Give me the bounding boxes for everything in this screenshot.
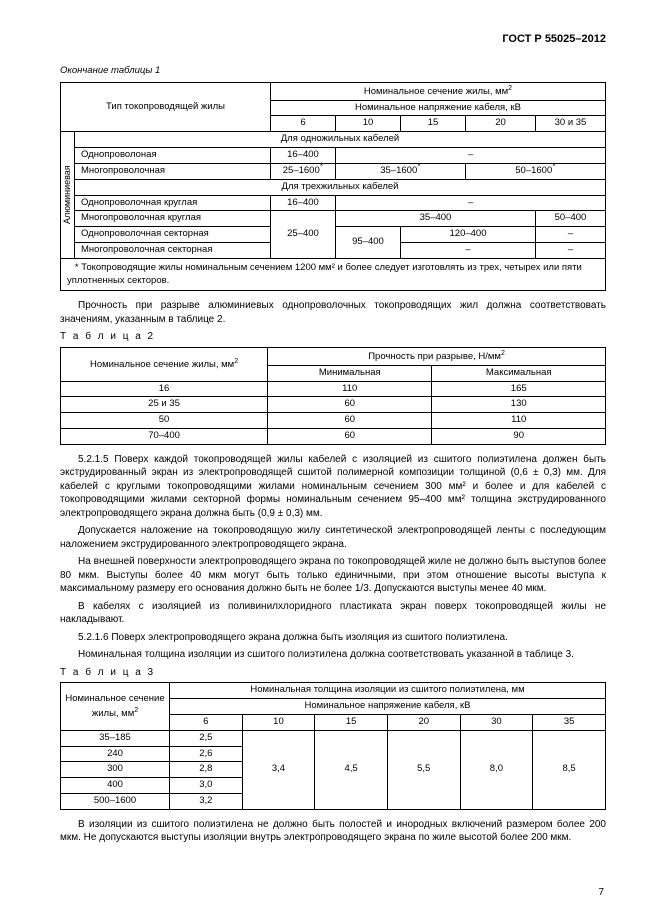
document-header: ГОСТ Р 55025–2012	[60, 32, 606, 47]
t1-material-label: Алюминиевая	[61, 132, 75, 259]
paragraph-5216a: 5.2.1.6 Поверх электропроводящего экрана…	[60, 631, 606, 645]
t3-v10: 10	[242, 715, 315, 731]
t1-r2-c20: 50–1600*	[466, 163, 606, 179]
t1-r4-c10: 35–400	[336, 211, 536, 227]
t2-r1-max: 130	[432, 397, 606, 413]
t2-r0-min: 110	[268, 381, 432, 397]
t1-r5-label: Однопроволочная секторная	[75, 227, 271, 243]
paragraph-5215a: 5.2.1.5 Поверх каждой токопроводящей жил…	[60, 453, 606, 521]
table-1: Тип токопроводящей жилы Номинальное сече…	[60, 82, 606, 292]
t1-r1-c6: 16–400	[271, 148, 336, 164]
t2-r2-max: 110	[432, 413, 606, 429]
table3-label: Т а б л и ц а 3	[60, 666, 606, 680]
t2-r1-min: 60	[268, 397, 432, 413]
t1-col1-header: Тип токопроводящей жилы	[61, 82, 271, 132]
t1-volt-30: 30 и 35	[536, 116, 606, 132]
t1-sub-header: Номинальное напряжение кабеля, кВ	[271, 100, 606, 116]
t1-r3-c6: 16–400	[271, 195, 336, 211]
t1-r4-c30: 50–400	[536, 211, 606, 227]
t3-r4-c6: 3,2	[170, 794, 243, 810]
t3-r1-s: 240	[61, 746, 170, 762]
t1-volt-10: 10	[336, 116, 401, 132]
t1-r6-c20: –	[401, 242, 536, 258]
t3-r4-s: 500–1600	[61, 794, 170, 810]
table-3: Номинальное сечение жилы, мм2 Номинальна…	[60, 682, 606, 810]
t2-r3-s: 70–400	[61, 429, 268, 445]
page-number: 7	[598, 886, 604, 900]
paragraph-5216b: Номинальная толщина изоляции из сшитого …	[60, 648, 606, 662]
t1-r4-label: Многопроволочная круглая	[75, 211, 271, 227]
t2-head2: Прочность при разрыве, Н/мм2	[268, 347, 606, 365]
t1-r6-label: Многопроволочная секторная	[75, 242, 271, 258]
t1-r2-c10: 35–1600*	[336, 163, 466, 179]
paragraph-5215d: В кабелях с изоляцией из поливинилхлорид…	[60, 600, 606, 627]
t1-r5-c15: 120–400	[401, 227, 536, 243]
t2-r0-max: 165	[432, 381, 606, 397]
t3-col1-header: Номинальное сечение жилы, мм2	[61, 683, 170, 730]
t1-r3-rest: –	[336, 195, 606, 211]
table1-continuation-label: Окончание таблицы 1	[60, 65, 606, 78]
t2-r1-s: 25 и 35	[61, 397, 268, 413]
t2-r2-s: 50	[61, 413, 268, 429]
t1-top-header: Номинальное сечение жилы, мм2	[271, 82, 606, 100]
t3-m-c35: 8,5	[533, 730, 606, 809]
t1-volt-15: 15	[401, 116, 466, 132]
t3-head: Номинальная толщина изоляции из сшитого …	[170, 683, 606, 699]
t3-r2-c6: 2,8	[170, 762, 243, 778]
t2-sub-max: Максимальная	[432, 365, 606, 381]
t1-r5-c30: –	[536, 227, 606, 243]
t3-sub: Номинальное напряжение кабеля, кВ	[170, 699, 606, 715]
t1-r2-c6: 25–1600*	[271, 163, 336, 179]
paragraph-after-t3: В изоляции из сшитого полиэтилена не дол…	[60, 818, 606, 845]
table2-label: Т а б л и ц а 2	[60, 330, 606, 344]
t2-r2-min: 60	[268, 413, 432, 429]
t3-m-c10: 3,4	[242, 730, 315, 809]
t3-r0-c6: 2,5	[170, 730, 243, 746]
t3-m-c20: 5,5	[387, 730, 460, 809]
t3-m-c15: 4,5	[315, 730, 388, 809]
paragraph-5215b: Допускается наложение на токопроводящую …	[60, 524, 606, 551]
t2-r0-s: 16	[61, 381, 268, 397]
t1-r2-label: Многопроволочная	[75, 163, 271, 179]
paragraph-1: Прочность при разрыве алюминиевых однопр…	[60, 299, 606, 326]
t3-r1-c6: 2,6	[170, 746, 243, 762]
t1-section1: Для одножильных кабелей	[75, 132, 606, 148]
t3-r3-s: 400	[61, 778, 170, 794]
t1-volt-6: 6	[271, 116, 336, 132]
t3-r3-c6: 3,0	[170, 778, 243, 794]
paragraph-5215c: На внешней поверхности электропроводящег…	[60, 555, 606, 596]
t3-m-c30: 8,0	[460, 730, 533, 809]
t3-v35: 35	[533, 715, 606, 731]
t1-r6-c10: 95–400	[336, 227, 401, 259]
t1-r1-label: Однопроволоная	[75, 148, 271, 164]
t1-footnote: * Токопроводящие жилы номинальным сечени…	[61, 258, 606, 291]
t3-v15: 15	[315, 715, 388, 731]
t2-sub-min: Минимальная	[268, 365, 432, 381]
t2-col1-header: Номинальное сечение жилы, мм2	[61, 347, 268, 381]
t1-r5-c6: 25–400	[271, 211, 336, 258]
t3-v30: 30	[460, 715, 533, 731]
t1-r1-rest: –	[336, 148, 606, 164]
t3-v6: 6	[170, 715, 243, 731]
t3-r2-s: 300	[61, 762, 170, 778]
t3-v20: 20	[387, 715, 460, 731]
t1-r3-label: Однопроволочная круглая	[75, 195, 271, 211]
t2-r3-max: 90	[432, 429, 606, 445]
t1-r6-c30: –	[536, 242, 606, 258]
t1-volt-20: 20	[466, 116, 536, 132]
t2-r3-min: 60	[268, 429, 432, 445]
table-2: Номинальное сечение жилы, мм2 Прочность …	[60, 347, 606, 445]
t1-section2: Для трехжильных кабелей	[75, 179, 606, 195]
t3-r0-s: 35–185	[61, 730, 170, 746]
